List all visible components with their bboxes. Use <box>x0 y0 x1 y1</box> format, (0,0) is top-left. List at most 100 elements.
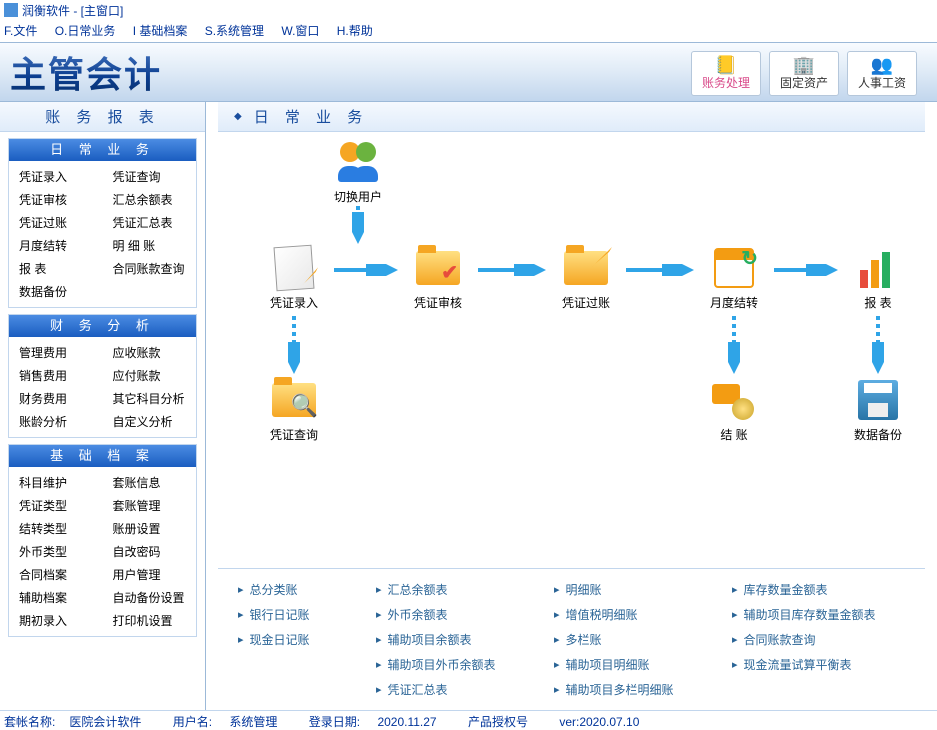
sidebar-item[interactable]: 凭证审核 <box>9 188 103 211</box>
users-icon <box>334 138 382 186</box>
menu-base[interactable]: I 基础档案 <box>133 24 188 38</box>
arrow <box>626 264 694 276</box>
disk-icon <box>854 376 902 424</box>
sidebar-group: 日 常 业 务凭证录入凭证查询凭证审核汇总余额表凭证过账凭证汇总表月度结转明 细… <box>8 138 197 308</box>
report-link[interactable]: 现金流量试算平衡表 <box>732 656 912 673</box>
sidebar-item[interactable]: 财务费用 <box>9 387 103 410</box>
group-header: 财 务 分 析 <box>9 315 196 337</box>
arrow <box>334 264 398 276</box>
sidebar-item[interactable]: 凭证过账 <box>9 211 103 234</box>
folder-search-icon <box>270 376 318 424</box>
accounting-icon: 📒 <box>715 56 737 74</box>
node-settle[interactable]: 结 账 <box>694 376 774 443</box>
report-link[interactable]: 库存数量金额表 <box>732 581 912 598</box>
report-links: 总分类账汇总余额表明细账库存数量金额表银行日记账外币余额表增值税明细账辅助项目库… <box>218 569 937 710</box>
arrow <box>478 264 546 276</box>
sidebar-item[interactable]: 自动备份设置 <box>103 586 197 609</box>
sidebar-item[interactable]: 用户管理 <box>103 563 197 586</box>
sidebar-item[interactable]: 外币类型 <box>9 540 103 563</box>
report-link[interactable]: 现金日记账 <box>238 631 368 648</box>
sidebar-item[interactable]: 数据备份 <box>9 280 103 303</box>
report-link[interactable]: 合同账款查询 <box>732 631 912 648</box>
arrow-dashed <box>352 206 364 244</box>
report-link[interactable]: 总分类账 <box>238 581 368 598</box>
sidebar-item[interactable]: 自改密码 <box>103 540 197 563</box>
main-area: 账 务 报 表 日 常 业 务凭证录入凭证查询凭证审核汇总余额表凭证过账凭证汇总… <box>0 102 937 710</box>
sidebar-item[interactable]: 应收账款 <box>103 341 197 364</box>
node-audit[interactable]: 凭证审核 <box>398 244 478 311</box>
sidebar-item[interactable]: 凭证查询 <box>103 165 197 188</box>
sidebar-item[interactable]: 月度结转 <box>9 234 103 257</box>
sidebar-item[interactable]: 应付账款 <box>103 364 197 387</box>
node-report[interactable]: 报 表 <box>838 244 918 311</box>
folder-check-icon <box>414 244 462 292</box>
report-link[interactable]: 凭证汇总表 <box>376 681 546 698</box>
report-link[interactable]: 辅助项目余额表 <box>376 631 546 648</box>
menu-sys[interactable]: S.系统管理 <box>205 24 264 38</box>
group-body: 科目维护套账信息凭证类型套账管理结转类型账册设置外币类型自改密码合同档案用户管理… <box>9 467 196 636</box>
sidebar-item[interactable]: 凭证类型 <box>9 494 103 517</box>
group-body: 凭证录入凭证查询凭证审核汇总余额表凭证过账凭证汇总表月度结转明 细 账报 表合同… <box>9 161 196 307</box>
logo-text: 主管会计 <box>10 46 162 98</box>
report-link[interactable]: 增值税明细账 <box>554 606 724 623</box>
report-link[interactable]: 辅助项目明细账 <box>554 656 724 673</box>
sidebar-item[interactable]: 合同账款查询 <box>103 257 197 280</box>
sidebar-item[interactable]: 套账管理 <box>103 494 197 517</box>
sidebar-item[interactable]: 账龄分析 <box>9 410 103 433</box>
status-version: ver:2020.07.10 <box>559 715 639 729</box>
sidebar-item[interactable]: 报 表 <box>9 257 103 280</box>
node-switch-user[interactable]: 切换用户 <box>318 138 398 205</box>
report-link[interactable]: 辅助项目多栏明细账 <box>554 681 724 698</box>
sidebar-item[interactable]: 结转类型 <box>9 517 103 540</box>
hdr-btn-assets[interactable]: 🏢固定资产 <box>769 51 839 96</box>
menu-bar[interactable]: F.文件 O.日常业务 I 基础档案 S.系统管理 W.窗口 H.帮助 <box>0 20 937 42</box>
sidebar-item[interactable]: 凭证录入 <box>9 165 103 188</box>
sidebar-item[interactable]: 合同档案 <box>9 563 103 586</box>
node-entry[interactable]: 凭证录入 <box>254 244 334 311</box>
report-link[interactable]: 外币余额表 <box>376 606 546 623</box>
calendar-icon <box>710 244 758 292</box>
report-link[interactable]: 明细账 <box>554 581 724 598</box>
menu-help[interactable]: H.帮助 <box>337 24 373 38</box>
sidebar-item[interactable]: 科目维护 <box>9 471 103 494</box>
menu-file[interactable]: F.文件 <box>4 24 37 38</box>
sidebar-item[interactable]: 账册设置 <box>103 517 197 540</box>
report-link[interactable]: 银行日记账 <box>238 606 368 623</box>
window-title: 润衡软件 - [主窗口] <box>22 2 123 19</box>
sidebar-item[interactable]: 打印机设置 <box>103 609 197 632</box>
sidebar-item[interactable]: 套账信息 <box>103 471 197 494</box>
sidebar-title: 账 务 报 表 <box>0 102 205 132</box>
arrow-dashed <box>288 316 300 374</box>
group-header: 日 常 业 务 <box>9 139 196 161</box>
sidebar-item[interactable]: 辅助档案 <box>9 586 103 609</box>
report-link[interactable]: 多栏账 <box>554 631 724 648</box>
sidebar-item[interactable]: 自定义分析 <box>103 410 197 433</box>
status-user: 用户名: 系统管理 <box>173 715 292 729</box>
arrow-dashed <box>872 316 884 374</box>
menu-window[interactable]: W.窗口 <box>281 24 319 38</box>
sidebar-item[interactable]: 汇总余额表 <box>103 188 197 211</box>
group-header: 基 础 档 案 <box>9 445 196 467</box>
sidebar-item[interactable]: 明 细 账 <box>103 234 197 257</box>
report-link[interactable]: 辅助项目库存数量金额表 <box>732 606 912 623</box>
sidebar: 账 务 报 表 日 常 业 务凭证录入凭证查询凭证审核汇总余额表凭证过账凭证汇总… <box>0 102 206 710</box>
node-post[interactable]: 凭证过账 <box>546 244 626 311</box>
status-acct: 套帐名称:医院会计软件 <box>4 715 155 729</box>
node-monthly[interactable]: 月度结转 <box>694 244 774 311</box>
sidebar-item[interactable]: 其它科目分析 <box>103 387 197 410</box>
sidebar-item[interactable]: 凭证汇总表 <box>103 211 197 234</box>
node-backup[interactable]: 数据备份 <box>838 376 918 443</box>
doc-icon <box>270 244 318 292</box>
content-title: 日 常 业 务 <box>218 102 925 132</box>
hdr-btn-hr[interactable]: 👥人事工资 <box>847 51 917 96</box>
report-link[interactable]: 辅助项目外币余额表 <box>376 656 546 673</box>
node-query[interactable]: 凭证查询 <box>254 376 334 443</box>
sidebar-item[interactable]: 管理费用 <box>9 341 103 364</box>
sidebar-item[interactable]: 销售费用 <box>9 364 103 387</box>
sidebar-item[interactable]: 期初录入 <box>9 609 103 632</box>
report-link[interactable]: 汇总余额表 <box>376 581 546 598</box>
sidebar-group: 财 务 分 析管理费用应收账款销售费用应付账款财务费用其它科目分析账龄分析自定义… <box>8 314 197 438</box>
menu-daily[interactable]: O.日常业务 <box>55 24 116 38</box>
hdr-btn-accounting[interactable]: 📒账务处理 <box>691 51 761 96</box>
title-bar: 润衡软件 - [主窗口] <box>0 0 937 20</box>
